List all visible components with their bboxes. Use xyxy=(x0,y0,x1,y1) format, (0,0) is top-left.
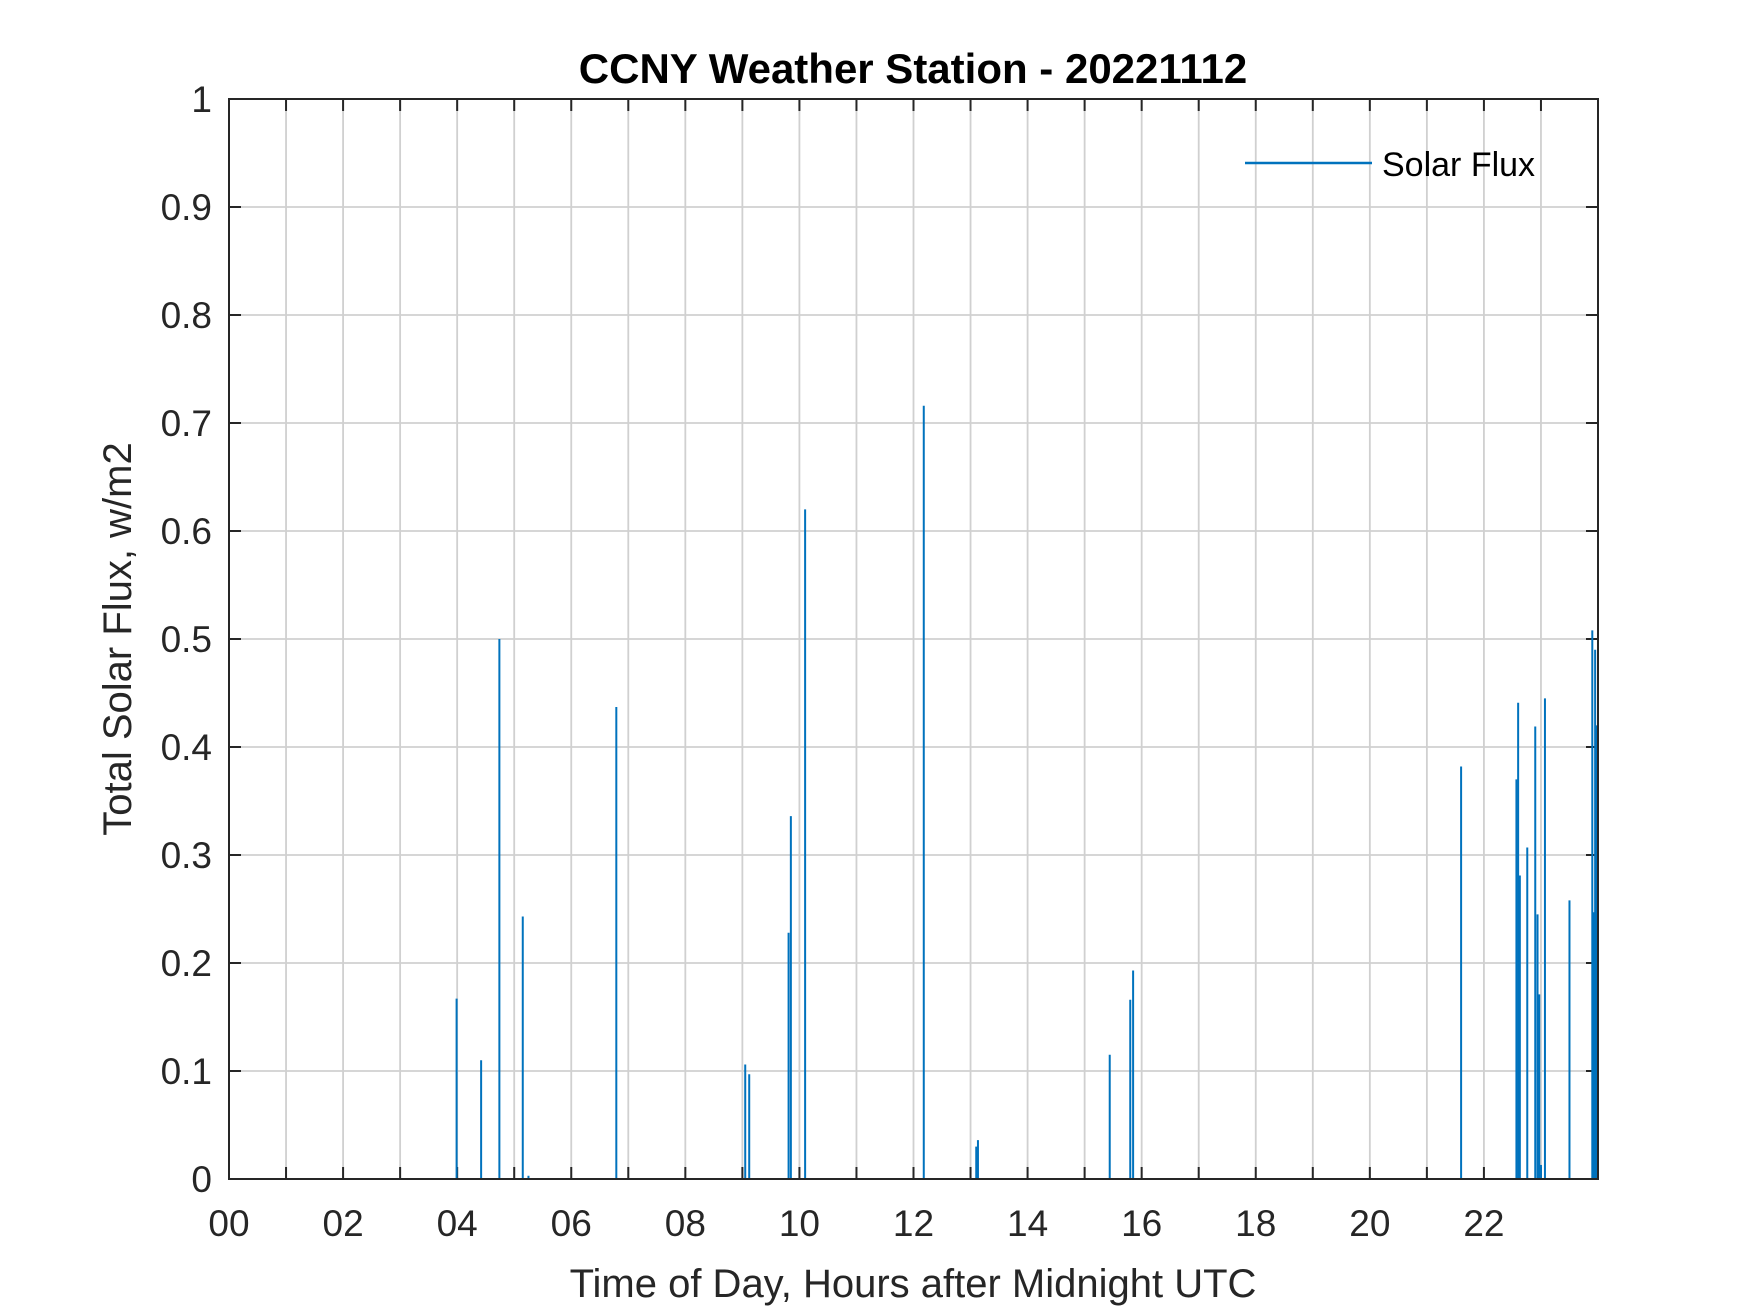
x-tick-label: 02 xyxy=(323,1203,364,1244)
y-tick-label: 0.8 xyxy=(161,295,212,336)
legend-entry-solar-flux: Solar Flux xyxy=(1382,146,1535,184)
x-tick-label: 10 xyxy=(779,1203,820,1244)
y-tick-label: 0.7 xyxy=(161,403,212,444)
x-tick-label: 20 xyxy=(1349,1203,1390,1244)
x-tick-label: 00 xyxy=(208,1203,249,1244)
solar-flux-series xyxy=(229,405,1598,1180)
y-tick-label: 0.2 xyxy=(161,943,212,984)
y-tick-label: 0.6 xyxy=(161,511,212,552)
y-axis-label: Total Solar Flux, w/m2 xyxy=(96,442,140,835)
tick-marks xyxy=(228,98,1599,1180)
x-tick-label: 12 xyxy=(893,1203,934,1244)
y-tick-label: 0.4 xyxy=(161,727,212,768)
x-tick-labels: 00 02 04 06 08 10 12 14 16 18 20 22 xyxy=(208,1203,1504,1244)
legend: Solar Flux xyxy=(1245,146,1535,184)
y-tick-label: 0.1 xyxy=(161,1051,212,1092)
x-axis-label: Time of Day, Hours after Midnight UTC xyxy=(570,1262,1257,1306)
y-tick-label: 0.5 xyxy=(161,619,212,660)
y-tick-label: 0 xyxy=(191,1159,212,1200)
plot-border xyxy=(228,98,1599,1180)
y-tick-label: 0.9 xyxy=(161,187,212,228)
x-tick-label: 18 xyxy=(1235,1203,1276,1244)
x-tick-label: 22 xyxy=(1463,1203,1504,1244)
y-tick-labels: 0 0.1 0.2 0.3 0.4 0.5 0.6 0.7 0.8 0.9 1 xyxy=(161,79,212,1200)
x-tick-label: 04 xyxy=(437,1203,478,1244)
y-tick-label: 1 xyxy=(191,79,212,120)
chart-title: CCNY Weather Station - 20221112 xyxy=(579,45,1247,92)
grid-lines xyxy=(228,98,1599,1180)
y-tick-label: 0.3 xyxy=(161,835,212,876)
x-tick-label: 06 xyxy=(551,1203,592,1244)
x-tick-label: 14 xyxy=(1007,1203,1048,1244)
x-tick-label: 08 xyxy=(665,1203,706,1244)
x-tick-label: 16 xyxy=(1121,1203,1162,1244)
